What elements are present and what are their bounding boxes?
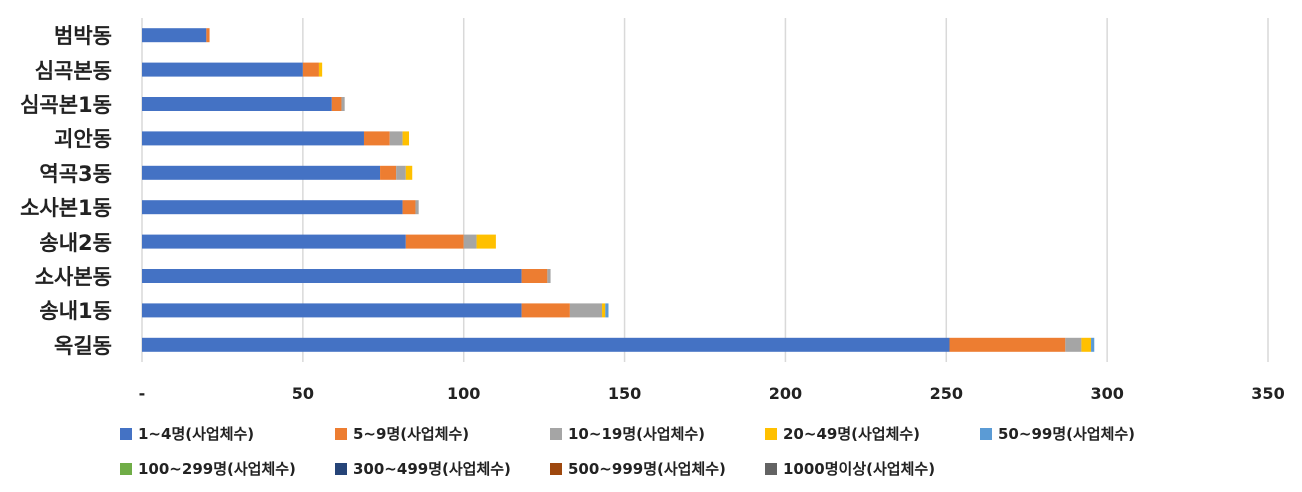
legend-item: 500~999명(사업체수) bbox=[550, 458, 726, 479]
legend-label: 1000명이상(사업체수) bbox=[783, 460, 936, 478]
x-tick-label: 250 bbox=[929, 384, 963, 403]
legend-swatch bbox=[765, 427, 777, 440]
bar-segment bbox=[547, 269, 551, 283]
category-label: 송내1동 bbox=[39, 299, 112, 324]
legend-label: 300~499명(사업체수) bbox=[353, 460, 511, 478]
legend-item: 100~299명(사업체수) bbox=[120, 458, 296, 479]
bar-segment bbox=[142, 234, 406, 249]
bar-segment bbox=[415, 200, 419, 215]
bar-segment bbox=[331, 97, 342, 111]
bar-segment bbox=[206, 28, 210, 43]
legend-swatch bbox=[980, 427, 992, 440]
category-label: 역곡3동 bbox=[39, 161, 112, 186]
bar-segment bbox=[318, 62, 323, 77]
bar-segment bbox=[405, 234, 464, 249]
x-tick-label: 150 bbox=[607, 384, 642, 403]
legend-item: 50~99명(사업체수) bbox=[980, 423, 1135, 444]
legend-label: 100~299명(사업체수) bbox=[138, 460, 296, 478]
category-label: 심곡본1동 bbox=[20, 93, 112, 117]
category-label: 심곡본동 bbox=[34, 58, 112, 83]
bar-segment bbox=[521, 303, 570, 318]
legend-item: 1000명이상(사업체수) bbox=[765, 458, 935, 479]
bar-segment bbox=[142, 62, 303, 77]
bar-segment bbox=[142, 131, 364, 146]
legend-item: 300~499명(사업체수) bbox=[335, 458, 511, 479]
bar-segment bbox=[142, 269, 522, 283]
bar-segment bbox=[389, 131, 403, 146]
category-label: 범박동 bbox=[54, 24, 112, 49]
legend-label: 10~19명(사업체수) bbox=[568, 425, 706, 443]
legend-swatch bbox=[120, 427, 132, 440]
legend-item: 1~4명(사업체수) bbox=[120, 423, 254, 444]
legend-label: 20~49명(사업체수) bbox=[783, 425, 921, 443]
legend-label: 500~999명(사업체수) bbox=[568, 460, 726, 478]
bar-segment bbox=[142, 28, 207, 43]
bar-segment bbox=[1081, 337, 1092, 352]
bar-segment bbox=[302, 62, 319, 77]
bar-segment bbox=[142, 97, 332, 111]
legend-label: 50~99명(사업체수) bbox=[998, 425, 1136, 443]
bar-segment bbox=[1091, 337, 1095, 352]
category-label: 괴안동 bbox=[54, 127, 112, 152]
category-label: 소사본1동 bbox=[20, 196, 112, 221]
bar-segment bbox=[396, 165, 406, 180]
bar-segment bbox=[142, 303, 522, 318]
bar-segment bbox=[405, 165, 413, 180]
bar-segment bbox=[142, 165, 381, 180]
legend-item: 20~49명(사업체수) bbox=[765, 423, 920, 444]
legend-swatch bbox=[120, 462, 132, 475]
legend-label: 5~9명(사업체수) bbox=[353, 425, 470, 443]
legend-item: 5~9명(사업체수) bbox=[335, 423, 469, 444]
bar-segment bbox=[605, 303, 609, 318]
bar-segment bbox=[142, 337, 950, 352]
x-tick-label: 100 bbox=[447, 384, 481, 403]
x-tick-label: 350 bbox=[1251, 384, 1285, 403]
bar-segment bbox=[463, 234, 477, 249]
bar-segment bbox=[1065, 337, 1082, 352]
bar-segment bbox=[402, 131, 410, 146]
legend-label: 1~4명(사업체수) bbox=[138, 425, 255, 443]
legend-swatch bbox=[550, 462, 562, 475]
bar-segment bbox=[602, 303, 606, 318]
legend-swatch bbox=[335, 462, 347, 475]
bar-segment bbox=[142, 200, 403, 215]
category-label: 옥길동 bbox=[54, 333, 112, 358]
bar-segment bbox=[476, 234, 496, 249]
bar-segment bbox=[521, 269, 548, 283]
category-label: 송내2동 bbox=[39, 230, 112, 255]
legend-swatch bbox=[335, 427, 347, 440]
bar-segment bbox=[569, 303, 603, 318]
bar-segment bbox=[341, 97, 345, 111]
x-tick-label: 300 bbox=[1090, 384, 1124, 403]
bar-segment bbox=[363, 131, 390, 146]
category-label: 소사본동 bbox=[34, 265, 112, 289]
legend-item: 10~19명(사업체수) bbox=[550, 423, 705, 444]
bar-segment bbox=[949, 337, 1066, 352]
x-tick-label: 50 bbox=[291, 384, 314, 403]
x-tick-label: 200 bbox=[768, 384, 803, 403]
bar-segment bbox=[380, 165, 397, 180]
x-tick-label: - bbox=[138, 384, 146, 403]
legend-swatch bbox=[550, 427, 562, 440]
bar-segment bbox=[402, 200, 416, 215]
legend-swatch bbox=[765, 462, 777, 475]
